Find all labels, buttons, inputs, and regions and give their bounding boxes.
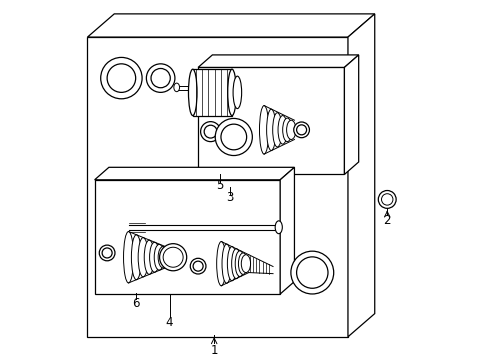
Circle shape [101,57,142,99]
Circle shape [200,122,220,141]
Circle shape [151,68,170,88]
Ellipse shape [238,253,247,274]
Circle shape [296,257,327,288]
Ellipse shape [154,244,164,270]
Ellipse shape [131,235,141,280]
Circle shape [290,251,333,294]
Ellipse shape [241,255,250,273]
Text: 5: 5 [215,179,223,192]
Bar [87,37,347,337]
Ellipse shape [259,105,268,154]
Circle shape [159,244,186,271]
Text: 4: 4 [165,316,173,329]
Circle shape [296,125,306,135]
Circle shape [102,248,112,258]
Text: 6: 6 [132,297,139,310]
Circle shape [293,122,309,138]
Ellipse shape [188,69,197,116]
Ellipse shape [227,247,236,281]
Ellipse shape [144,240,154,274]
Circle shape [193,261,203,271]
Ellipse shape [222,244,231,283]
Circle shape [381,194,392,205]
Ellipse shape [158,247,168,268]
Polygon shape [95,167,294,180]
Text: 2: 2 [383,214,390,227]
Circle shape [99,245,115,261]
Ellipse shape [235,251,244,276]
Ellipse shape [275,221,282,234]
Polygon shape [344,55,358,175]
Circle shape [146,64,175,93]
Polygon shape [198,55,358,67]
Ellipse shape [231,249,241,279]
Bar [198,67,344,175]
Ellipse shape [266,109,275,150]
Circle shape [215,118,252,156]
Ellipse shape [216,242,225,286]
Ellipse shape [286,120,295,139]
Bar [95,180,280,294]
Ellipse shape [149,242,159,272]
Ellipse shape [174,83,179,92]
Polygon shape [87,14,374,37]
Text: 3: 3 [226,191,233,204]
Circle shape [221,124,246,150]
Ellipse shape [123,231,133,283]
Ellipse shape [278,116,287,144]
Polygon shape [280,167,294,294]
Text: 1: 1 [210,344,218,357]
Polygon shape [347,14,374,337]
Circle shape [378,190,395,208]
Ellipse shape [233,76,241,109]
Ellipse shape [282,118,291,141]
Circle shape [107,64,135,93]
Bar [192,69,231,116]
Circle shape [163,247,183,267]
Circle shape [204,125,217,138]
Ellipse shape [138,238,148,277]
Ellipse shape [227,69,236,116]
Ellipse shape [272,113,282,147]
Circle shape [190,258,205,274]
